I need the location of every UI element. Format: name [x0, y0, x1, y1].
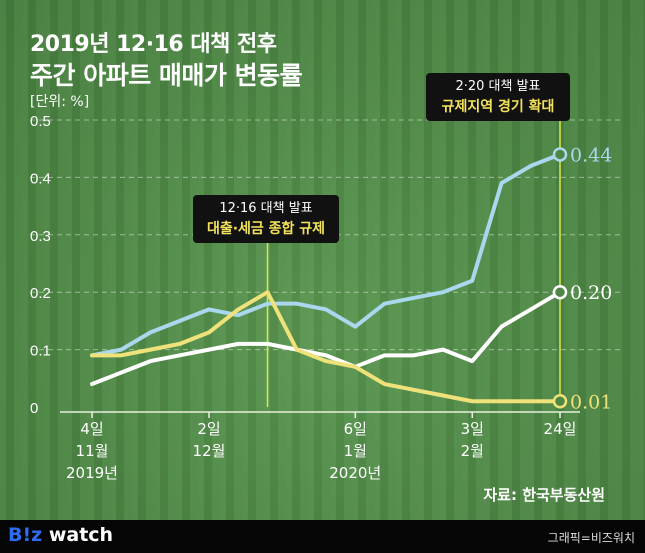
end-value-label: 0.44 — [570, 144, 612, 166]
chart-supertitle: 2019년 12·16 대책 전후 — [30, 32, 277, 57]
annotation-1216-line1: 12·16 대책 발표 — [219, 201, 313, 216]
end-marker — [552, 284, 568, 300]
annotation-1216-line2: 대출·세금 종합 규제 — [206, 221, 326, 237]
y-tick-label: 0.1 — [30, 343, 51, 360]
footer-bar: B!z watch 그래픽=비즈워치 — [0, 520, 645, 553]
annotation-220-line2: 규제지역 경기 확대 — [441, 99, 555, 115]
x-tick-label: 2019년 — [66, 464, 118, 482]
annotation-1216: 12·16 대책 발표 대출·세금 종합 규제 — [193, 195, 339, 243]
x-tick-label: 3일 — [461, 420, 484, 438]
x-tick-label: 1월 — [344, 442, 367, 460]
series-line-1 — [90, 290, 562, 387]
graphic-credit: 그래픽=비즈워치 — [547, 531, 635, 545]
bizwatch-logo: B!z watch — [8, 524, 114, 546]
x-tick-label: 2일 — [197, 420, 220, 438]
y-tick-label: 0.5 — [30, 113, 51, 130]
y-tick-label: 0.2 — [30, 285, 51, 302]
unit-label: [단위: %] — [30, 94, 90, 110]
chart-title: 주간 아파트 매매가 변동률 — [30, 61, 303, 90]
annotation-220-line1: 2·20 대책 발표 — [455, 79, 541, 94]
x-tick-label: 6일 — [344, 420, 367, 438]
x-tick-label: 2월 — [461, 442, 484, 460]
source-note: 자료: 한국부동산원 — [483, 486, 605, 504]
end-marker — [552, 147, 568, 162]
y-tick-label: 0.4 — [30, 170, 51, 187]
x-tick-label: 4일 — [80, 420, 103, 438]
series-line-0 — [90, 152, 562, 358]
x-tick-label: 2020년 — [329, 464, 381, 482]
x-tick-label: 24일 — [544, 420, 577, 438]
end-marker — [552, 394, 568, 409]
y-tick-label: 0 — [30, 400, 38, 417]
x-tick-label: 12월 — [193, 442, 226, 460]
end-value-label: 0.20 — [570, 282, 612, 304]
y-tick-label: 0.3 — [30, 228, 51, 245]
annotation-220: 2·20 대책 발표 규제지역 경기 확대 — [426, 73, 570, 121]
x-tick-label: 11월 — [76, 442, 109, 460]
end-value-label: 0.01 — [570, 391, 612, 413]
